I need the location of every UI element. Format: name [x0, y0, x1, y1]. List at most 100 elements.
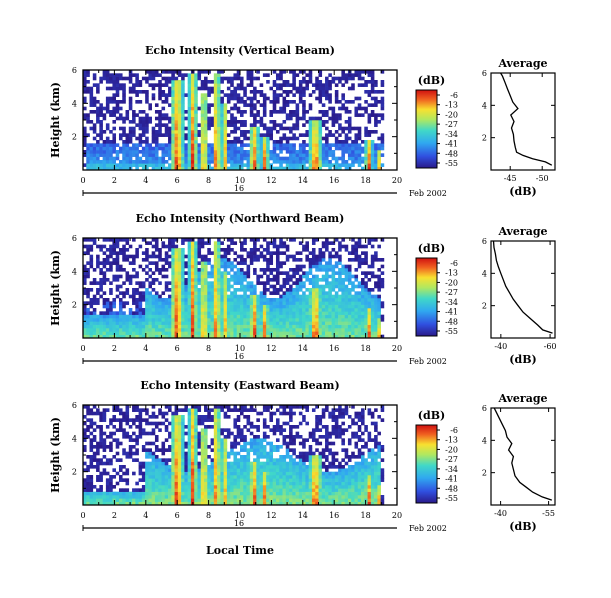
heatmap-cell: [311, 140, 316, 144]
heatmap-cell: [325, 86, 329, 91]
heatmap-cell: [168, 448, 172, 452]
heatmap-cell: [154, 156, 159, 161]
heatmap-cell: [105, 136, 110, 141]
heatmap-cell: [354, 254, 359, 259]
heatmap-cell: [190, 133, 195, 137]
heatmap-cell: [217, 83, 221, 87]
heatmap-cell: [190, 153, 195, 157]
heatmap-cell: [253, 103, 257, 107]
heatmap-cell: [305, 160, 309, 164]
heatmap-cell: [318, 324, 323, 329]
heatmap-cell: [148, 156, 152, 161]
heatmap-cell: [279, 86, 283, 91]
average-frame: [490, 240, 556, 339]
heatmap-cell: [357, 294, 362, 299]
heatmap-cell: [334, 93, 339, 97]
heatmap-cell: [285, 90, 290, 94]
heatmap-cell: [161, 415, 166, 419]
heatmap-cell: [213, 93, 218, 97]
heatmap-cell: [86, 324, 90, 329]
heatmap-cell: [256, 163, 260, 167]
heatmap-cell: [138, 126, 143, 131]
heatmap-cell: [311, 284, 316, 289]
heatmap-cell: [145, 146, 149, 151]
heatmap-cell: [112, 491, 117, 496]
heatmap-cell: [321, 298, 326, 302]
heatmap-cell: [302, 156, 306, 161]
heatmap-cell: [213, 334, 218, 339]
heatmap-cell: [226, 288, 231, 292]
heatmap-cell: [128, 435, 133, 439]
heatmap-cell: [207, 321, 211, 325]
heatmap-cell: [354, 248, 359, 252]
heatmap-cell: [298, 331, 303, 335]
heatmap-cell: [96, 90, 100, 94]
heatmap-cell: [171, 271, 175, 275]
heatmap-cell: [282, 334, 287, 339]
heatmap-cell: [92, 458, 97, 462]
heatmap-cell: [230, 278, 234, 282]
heatmap-cell: [89, 318, 94, 322]
heatmap-cell: [233, 143, 238, 147]
average-frame: [490, 72, 556, 171]
heatmap-cell: [223, 156, 228, 161]
heatmap-cell: [171, 90, 175, 94]
heatmap-cell: [233, 156, 238, 161]
heatmap-cell: [115, 408, 120, 412]
heatmap-cell: [89, 100, 94, 104]
heatmap-cell: [177, 160, 182, 164]
heatmap-cell: [279, 261, 283, 265]
heatmap-cell: [154, 123, 159, 127]
heatmap-cell: [210, 268, 215, 272]
heatmap-cell: [161, 166, 166, 171]
heatmap-cell: [223, 166, 228, 171]
heatmap-cell: [168, 244, 172, 249]
heatmap-cell: [105, 70, 110, 74]
heatmap-cell: [141, 123, 146, 127]
heatmap-cell: [266, 143, 270, 147]
heatmap-cell: [204, 86, 208, 91]
heatmap-cell: [272, 241, 277, 245]
heatmap-cell: [109, 448, 113, 452]
heatmap-cell: [125, 334, 130, 339]
heatmap-cell: [92, 123, 97, 127]
heatmap-cell: [318, 163, 323, 167]
heatmap-cell: [292, 83, 296, 87]
heatmap-cell: [318, 321, 323, 325]
heatmap-cell: [308, 251, 313, 255]
heatmap-cell: [256, 301, 260, 305]
heatmap-cell: [370, 90, 375, 94]
heatmap-cell: [187, 324, 192, 329]
heatmap-cell: [83, 321, 87, 325]
heatmap-cell: [83, 100, 87, 104]
heatmap-cell: [318, 80, 323, 84]
heatmap-cell: [177, 96, 182, 101]
heatmap-cell: [377, 321, 381, 325]
heatmap-cell: [249, 328, 254, 332]
x-tick-label: 18: [361, 176, 371, 185]
heatmap-cell: [164, 425, 169, 429]
heatmap-cell: [145, 254, 149, 259]
heatmap-cell: [99, 411, 103, 416]
heatmap-cell: [102, 468, 107, 472]
heatmap-cell: [99, 321, 103, 325]
heatmap-cell: [223, 126, 228, 131]
heatmap-cell: [374, 116, 378, 121]
heatmap-cell: [105, 156, 110, 161]
heatmap-cell: [102, 298, 107, 302]
heatmap-cell: [164, 274, 169, 279]
heatmap-cell: [344, 163, 349, 167]
heatmap-cell: [321, 86, 326, 91]
heatmap-cell: [125, 498, 130, 502]
heatmap-cell: [181, 495, 185, 499]
heatmap-cell: [200, 281, 205, 285]
heatmap-cell: [279, 308, 283, 312]
heatmap-cell: [168, 328, 172, 332]
heatmap-cell: [331, 331, 336, 335]
heatmap-cell: [174, 438, 179, 442]
heatmap-cell: [135, 331, 139, 335]
heatmap-cell: [135, 488, 139, 492]
heatmap-cell: [92, 435, 97, 439]
heatmap-cell: [158, 421, 162, 426]
heatmap-cell: [259, 321, 264, 325]
